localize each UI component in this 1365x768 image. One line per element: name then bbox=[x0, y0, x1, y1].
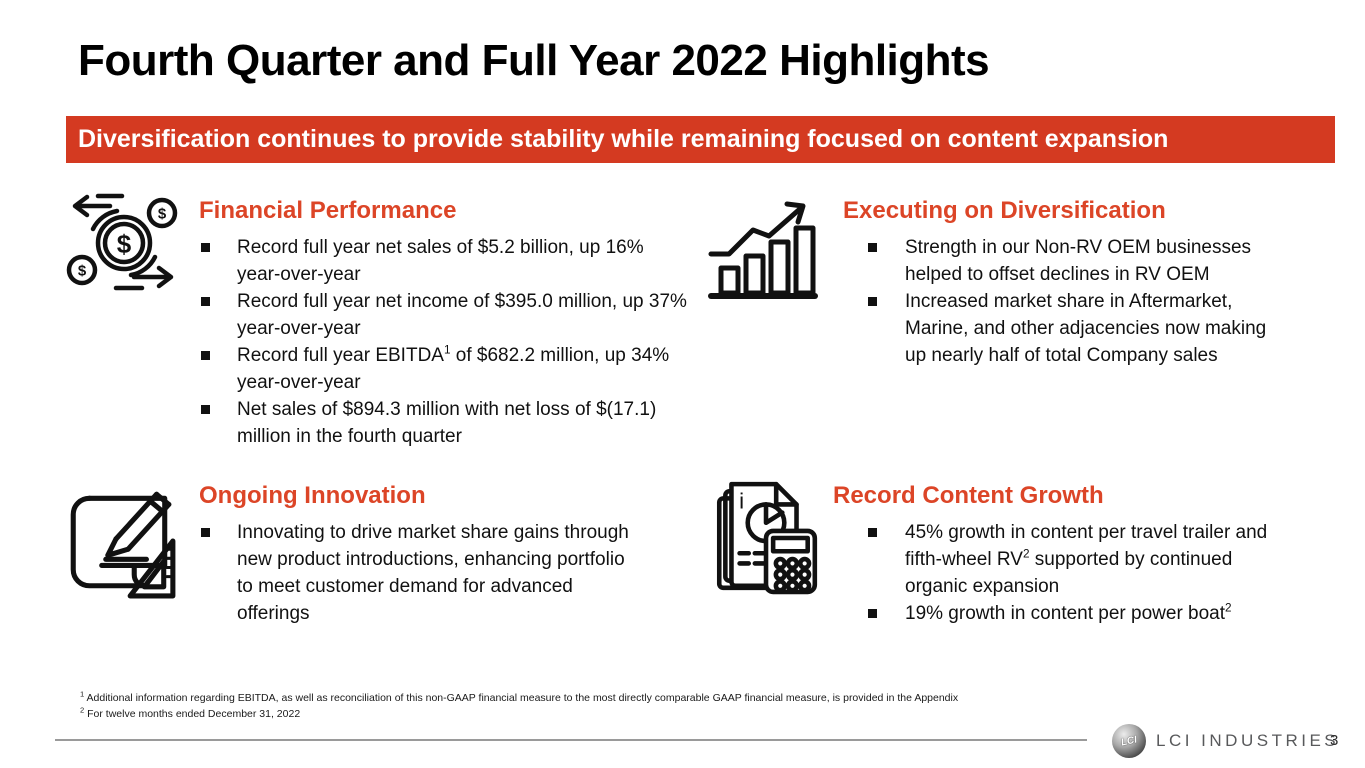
lci-logo-icon: LCI bbox=[1112, 724, 1146, 758]
svg-text:$: $ bbox=[158, 206, 167, 223]
svg-text:i: i bbox=[739, 489, 744, 514]
documents-calculator-icon: i bbox=[708, 476, 822, 598]
slide-title: Fourth Quarter and Full Year 2022 Highli… bbox=[78, 36, 990, 85]
bullet-list: Record full year net sales of $5.2 billi… bbox=[199, 234, 689, 450]
bullet-list: Strength in our Non-RV OEM businesses he… bbox=[866, 234, 1275, 369]
footnote: 2 For twelve months ended December 31, 2… bbox=[80, 705, 301, 720]
bullet-item: Strength in our Non-RV OEM businesses he… bbox=[866, 234, 1275, 288]
section-title: Record Content Growth bbox=[833, 482, 1104, 509]
page-number: 3 bbox=[1330, 732, 1339, 749]
section-record-content-growth: Record Content Growth 45% growth in cont… bbox=[833, 482, 1283, 627]
section-executing-on-diversification: Executing on Diversification Strength in… bbox=[843, 197, 1275, 369]
footnotes: 1 Additional information regarding EBITD… bbox=[80, 690, 1180, 722]
bullet-item: 19% growth in content per power boat2 bbox=[866, 600, 1283, 627]
brand-name: LCI INDUSTRIES bbox=[1156, 731, 1340, 750]
bullet-list: 45% growth in content per travel trailer… bbox=[866, 519, 1283, 627]
growth-chart-icon bbox=[703, 194, 823, 304]
bullet-item: Record full year net sales of $5.2 billi… bbox=[199, 234, 689, 288]
section-title: Ongoing Innovation bbox=[199, 482, 426, 509]
section-title: Financial Performance bbox=[199, 197, 457, 224]
blueprint-pencil-icon bbox=[58, 478, 182, 600]
bullet-item: Innovating to drive market share gains t… bbox=[199, 519, 637, 627]
footnote: 1 Additional information regarding EBITD… bbox=[80, 689, 959, 704]
bullet-item: Net sales of $894.3 million with net los… bbox=[199, 396, 689, 450]
svg-text:$: $ bbox=[117, 229, 132, 259]
bullet-item: Record full year net income of $395.0 mi… bbox=[199, 288, 689, 342]
lci-logo-text: LCI bbox=[1119, 733, 1139, 749]
footer-divider bbox=[55, 739, 1087, 741]
section-financial-performance: Financial Performance Record full year n… bbox=[199, 197, 689, 450]
bullet-list: Innovating to drive market share gains t… bbox=[199, 519, 637, 627]
bullet-item: Record full year EBITDA1 of $682.2 milli… bbox=[199, 342, 689, 396]
banner: Diversification continues to provide sta… bbox=[66, 116, 1335, 163]
banner-text: Diversification continues to provide sta… bbox=[78, 125, 1169, 153]
svg-text:$: $ bbox=[78, 263, 87, 280]
section-title: Executing on Diversification bbox=[843, 197, 1166, 224]
section-ongoing-innovation: Ongoing Innovation Innovating to drive m… bbox=[199, 482, 637, 627]
bullet-item: 45% growth in content per travel trailer… bbox=[866, 519, 1283, 600]
bullet-item: Increased market share in Aftermarket, M… bbox=[866, 288, 1275, 369]
money-flow-icon: $ $ $ bbox=[62, 193, 182, 293]
